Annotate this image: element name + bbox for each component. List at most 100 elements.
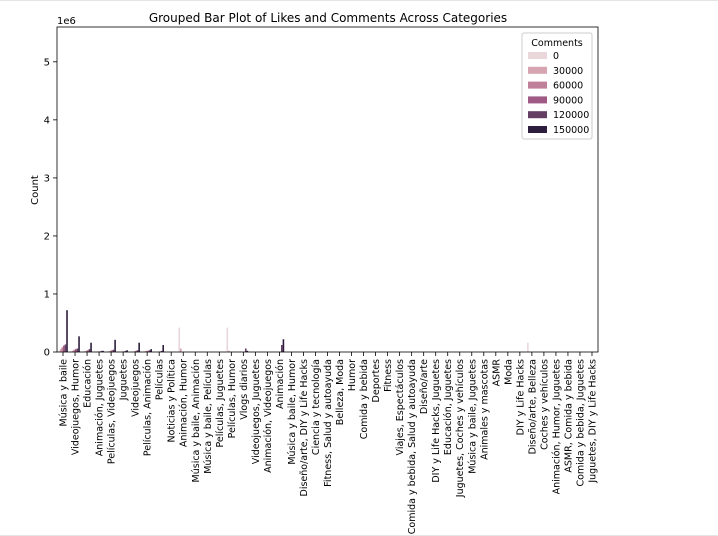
bar-15-4 — [244, 348, 247, 352]
x-tick-label-9: Noticias y Política — [167, 359, 178, 442]
x-tick-label-21: Ciencia y tecnología — [311, 359, 322, 455]
x-tick-label-7: Películas, Animación — [143, 359, 154, 456]
x-tick-label-3: Animación, Juguetes — [95, 359, 106, 456]
bar-4-2 — [109, 350, 112, 352]
legend-label-2: 60000 — [553, 81, 583, 92]
x-tick-label-43: Comida y bebida, Juguetes — [575, 359, 586, 487]
bar-0-4 — [64, 344, 67, 352]
x-tick-label-0: Música y baile — [59, 359, 70, 427]
legend-label-4: 120000 — [553, 110, 589, 121]
bar-0-0 — [58, 350, 60, 352]
bar-1-1 — [71, 350, 74, 352]
x-tick-label-32: Educación, Juguetes — [443, 359, 454, 455]
bar-7-4 — [148, 350, 151, 352]
bar-5-5 — [126, 350, 128, 352]
bar-3-4 — [100, 350, 103, 352]
legend-label-5: 150000 — [553, 125, 589, 136]
x-tick-label-27: Fitness — [383, 359, 394, 392]
y-tick-label-4: 4 — [44, 115, 50, 126]
x-tick-label-10: Animación, Humor — [179, 359, 190, 447]
legend-swatch-2 — [528, 81, 547, 89]
x-tick-label-38: DIY y Life Hacks — [515, 359, 526, 435]
bar-5-4 — [124, 350, 127, 352]
legend-swatch-5 — [528, 126, 547, 133]
legend-swatch-3 — [528, 96, 547, 104]
x-tick-label-18: Animación — [275, 359, 286, 409]
x-tick-label-28: Viajes, Espectáculos — [395, 359, 406, 456]
bar-14-1 — [228, 350, 230, 352]
top-border — [0, 0, 718, 1]
bar-7-2 — [145, 350, 148, 352]
y-tick-label-3: 3 — [44, 173, 50, 184]
x-tick-label-31: DIY y Life Hacks, Juguetes — [431, 359, 442, 483]
x-tick-label-30: Diseño/arte — [419, 359, 430, 414]
x-tick-label-33: Juguetes, Coches y vehículos — [455, 359, 466, 498]
bar-1-4 — [76, 348, 79, 352]
bar-0-5 — [66, 310, 68, 352]
bar-14-0 — [226, 327, 229, 353]
bars-layer — [58, 310, 529, 353]
x-tick-label-40: Coches y vehículos — [539, 359, 550, 450]
bar-4-5 — [114, 339, 116, 352]
x-tick-label-19: Música y baile, Humor — [287, 359, 298, 465]
x-tick-label-44: Juguetes, DIY y Life Hacks — [587, 359, 598, 484]
x-tick-label-35: Animales y mascotas — [479, 359, 490, 460]
bar-2-5 — [90, 342, 92, 352]
x-tick-label-11: Música y baile, Animación — [191, 359, 202, 482]
y-tick-label-0: 0 — [44, 348, 50, 359]
x-tick-label-1: Videojuegos, Humor — [71, 359, 82, 455]
bar-8-4 — [160, 350, 163, 352]
x-tick-label-14: Películas, Humor — [227, 359, 238, 438]
bar-0-3 — [63, 345, 65, 352]
legend-title: Comments — [531, 38, 583, 49]
bar-0-1 — [59, 349, 62, 352]
bar-3-5 — [102, 350, 104, 352]
x-tick-label-20: Diseño/arte, DIY y Life Hacks — [299, 359, 310, 497]
x-tick-label-2: Educación — [83, 359, 94, 408]
legend-label-0: 0 — [553, 51, 559, 62]
x-tick-label-26: Deportes — [371, 359, 382, 402]
bar-15-5 — [246, 350, 249, 352]
x-tick-label-22: Fitness, Salud y autoayuda — [323, 359, 334, 487]
bar-1-2 — [73, 349, 76, 352]
y-tick-label-2: 2 — [44, 231, 50, 242]
plot-frame — [56, 26, 599, 353]
bar-0-2 — [61, 347, 64, 352]
legend-swatch-0 — [528, 52, 547, 59]
x-tick-label-15: Vlogs diarios — [239, 359, 250, 420]
bar-18-4 — [281, 345, 283, 352]
bar-10-0 — [178, 327, 181, 353]
x-tick-label-34: Música y baile, Juguetes — [467, 359, 478, 474]
bar-2-4 — [88, 349, 91, 352]
x-tick-label-39: Diseño/arte, Belleza — [527, 359, 538, 454]
y-tick-label-1: 1 — [44, 289, 50, 300]
bar-6-4 — [136, 350, 139, 352]
x-tick-label-24: Humor — [347, 359, 358, 391]
bar-10-1 — [180, 348, 182, 352]
bar-6-5 — [138, 342, 140, 352]
x-tick-label-37: Moda — [503, 359, 514, 385]
x-tick-label-4: Películas, Videojuegos — [107, 359, 118, 464]
x-tick-label-16: Videojuegos, Juguetes — [251, 359, 262, 464]
legend-swatch-1 — [528, 66, 547, 74]
bar-4-4 — [112, 349, 115, 352]
bar-8-5 — [162, 345, 164, 352]
bar-1-5 — [78, 336, 80, 352]
bar-7-5 — [150, 349, 152, 352]
bar-2-3 — [87, 350, 89, 352]
bar-6-3 — [135, 350, 137, 352]
legend-swatch-4 — [528, 111, 547, 119]
x-tick-label-8: Películas — [155, 359, 166, 400]
y-tick-label-5: 5 — [44, 57, 50, 68]
bar-7-3 — [147, 350, 149, 352]
bar-4-3 — [111, 350, 113, 352]
bar-1-3 — [75, 349, 77, 352]
x-tick-label-17: Animación, Videojuegos — [263, 359, 274, 473]
bar-18-5 — [282, 339, 285, 352]
x-tick-label-36: ASMR — [491, 359, 502, 387]
bar-2-2 — [85, 350, 88, 352]
x-tick-label-13: Películas, Juguetes — [215, 359, 226, 447]
x-tick-label-25: Comida y bebida — [359, 359, 370, 439]
legend: Comments 0 30000 60000 90000 120000 150000 — [521, 32, 593, 140]
